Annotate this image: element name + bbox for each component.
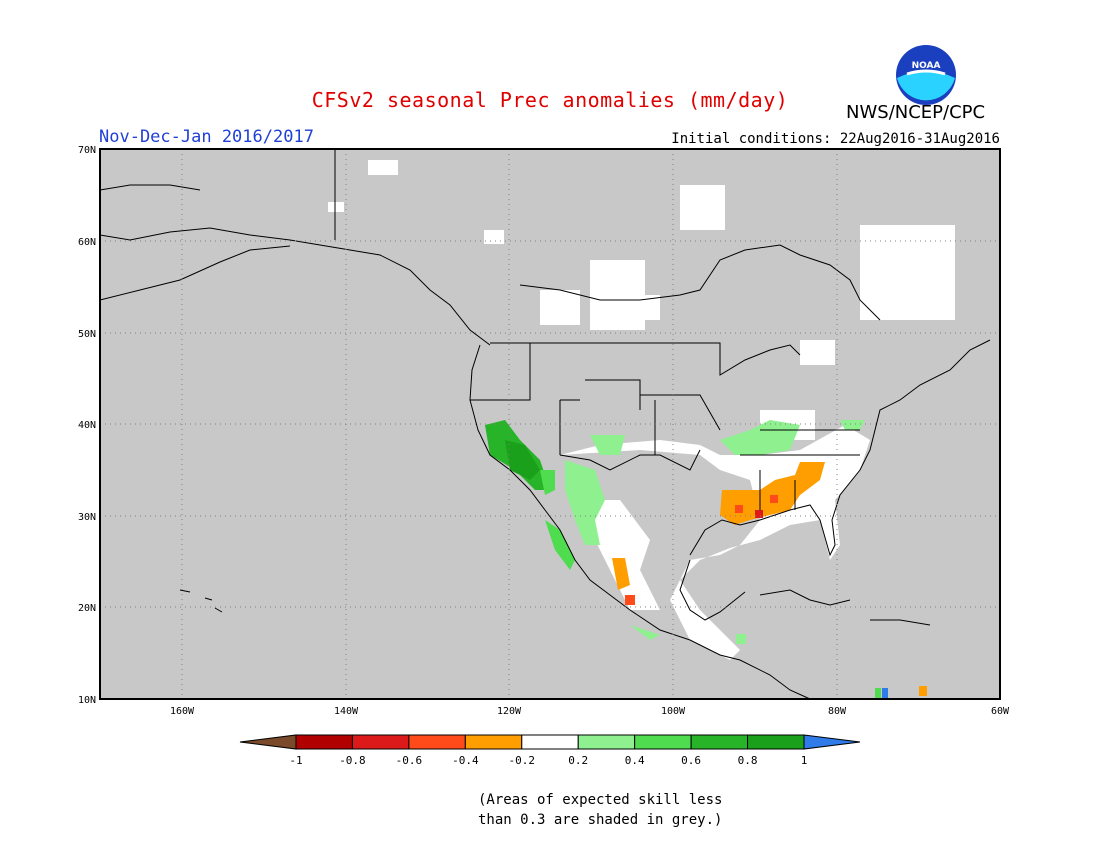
colorbar-label: 0.2 <box>568 754 588 767</box>
colorbar-label: 0.8 <box>738 754 758 767</box>
colorbar-label: -0.6 <box>396 754 423 767</box>
lat-tick: 40N <box>78 420 96 431</box>
season-label: Nov-Dec-Jan 2016/2017 <box>99 127 314 147</box>
lat-tick: 20N <box>78 603 96 614</box>
skill-note-line: (Areas of expected skill less <box>478 792 723 808</box>
colorbar-max-arrow <box>803 734 861 750</box>
lon-tick: 60W <box>991 706 1010 717</box>
colorbar-label: 0.4 <box>625 754 645 767</box>
colorbar-segment <box>690 734 749 750</box>
map-title: CFSv2 seasonal Prec anomalies (mm/day) <box>311 88 789 112</box>
initial-conditions-label: Initial conditions: 22Aug2016-31Aug2016 <box>671 131 1000 147</box>
skill-note: (Areas of expected skill less than 0.3 a… <box>478 790 722 830</box>
colorbar-segment <box>577 734 636 750</box>
lon-axis: 160W 140W 120W 100W 80W 60W <box>170 706 1010 717</box>
colorbar-segment <box>351 734 410 750</box>
colorbar-label: 1 <box>801 754 808 767</box>
map-frame <box>99 148 1001 700</box>
colorbar-segment <box>634 734 692 750</box>
colorbar-min-arrow <box>239 734 297 750</box>
lat-tick: 60N <box>78 237 96 248</box>
dry-anomaly-regions <box>612 462 927 698</box>
colorbar-segment <box>408 734 466 750</box>
colorbar-label: -0.2 <box>509 754 536 767</box>
colorbar-label: 0.6 <box>681 754 701 767</box>
noaa-logo-icon: NOAA <box>896 45 956 105</box>
lon-tick: 160W <box>170 706 195 717</box>
lat-tick: 50N <box>78 329 96 340</box>
lon-tick: 120W <box>497 706 522 717</box>
colorbar-segment <box>464 734 523 750</box>
lat-tick: 30N <box>78 512 96 523</box>
skill-note-line: than 0.3 are shaded in grey.) <box>478 812 723 828</box>
lon-tick: 100W <box>661 706 686 717</box>
colorbar-label: -0.8 <box>339 754 366 767</box>
agency-label: NWS/NCEP/CPC <box>846 102 986 123</box>
colorbar: -1 -0.8 -0.6 -0.4 -0.2 0.2 0.4 0.6 0.8 1 <box>239 734 861 767</box>
colorbar-label: -0.4 <box>452 754 479 767</box>
coastlines <box>99 150 991 700</box>
colorbar-segment <box>295 734 353 750</box>
lon-tick: 140W <box>334 706 359 717</box>
lat-tick: 10N <box>78 695 96 706</box>
lat-tick: 70N <box>78 145 96 156</box>
colorbar-segment <box>521 734 579 750</box>
svg-text:NOAA: NOAA <box>912 61 941 71</box>
colorbar-segment <box>747 734 805 750</box>
graticule <box>100 149 1000 699</box>
lon-tick: 80W <box>828 706 847 717</box>
lat-axis: 70N 60N 50N 40N 30N 20N 10N <box>78 145 96 706</box>
wet-anomaly-regions <box>485 420 865 644</box>
colorbar-label: -1 <box>289 754 302 767</box>
